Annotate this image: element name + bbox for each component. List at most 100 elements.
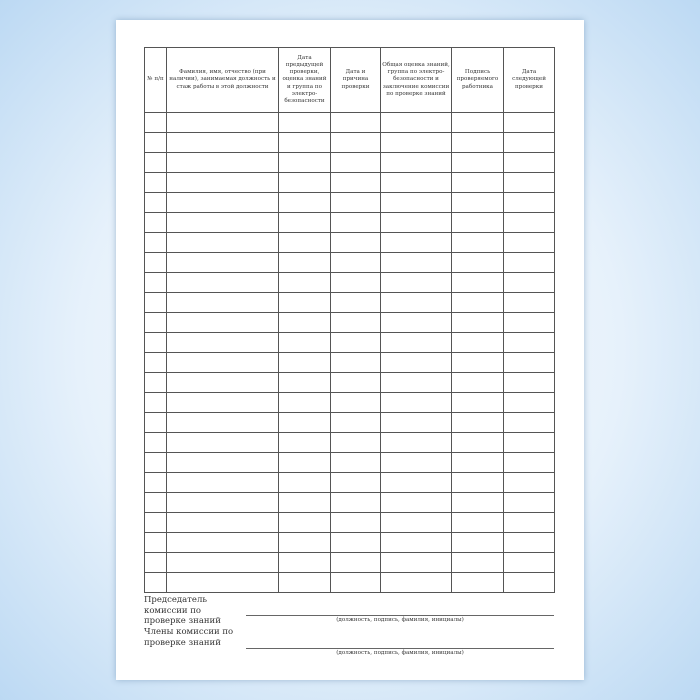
table-cell xyxy=(166,432,279,453)
table-cell xyxy=(380,152,452,173)
table-cell xyxy=(278,192,331,213)
table-cell xyxy=(144,252,167,273)
table-cell xyxy=(380,552,452,573)
table-cell xyxy=(451,452,504,473)
table-cell xyxy=(451,412,504,433)
table-cell xyxy=(380,172,452,193)
table-cell xyxy=(451,152,504,173)
table-cell xyxy=(380,492,452,513)
members-signature-line xyxy=(246,648,554,649)
chairman-signature-line xyxy=(246,615,554,616)
table-cell xyxy=(503,352,555,373)
table-cell xyxy=(278,352,331,373)
table-cell xyxy=(380,452,452,473)
table-cell xyxy=(330,372,381,393)
table-cell xyxy=(330,432,381,453)
table-cell xyxy=(166,472,279,493)
table-cell xyxy=(278,152,331,173)
table-row xyxy=(144,192,555,213)
table-cell xyxy=(144,372,167,393)
table-cell xyxy=(380,472,452,493)
table-cell xyxy=(278,452,331,473)
table-cell xyxy=(166,192,279,213)
table-cell xyxy=(166,172,279,193)
table-cell xyxy=(278,332,331,353)
table-cell xyxy=(278,392,331,413)
table-cell xyxy=(503,152,555,173)
table-cell xyxy=(451,572,504,593)
table-cell xyxy=(451,252,504,273)
table-row xyxy=(144,312,555,333)
table-cell xyxy=(278,472,331,493)
table-cell xyxy=(330,312,381,333)
table-cell xyxy=(380,412,452,433)
table-cell xyxy=(451,472,504,493)
table-cell xyxy=(380,392,452,413)
col-name: Фамилия, имя, отчество (при наличии), за… xyxy=(166,47,279,113)
table-row xyxy=(144,112,555,133)
table-row xyxy=(144,352,555,373)
table-cell xyxy=(330,492,381,513)
table-cell xyxy=(144,112,167,133)
table-cell xyxy=(144,192,167,213)
table-cell xyxy=(330,332,381,353)
table-cell xyxy=(144,392,167,413)
table-cell xyxy=(380,372,452,393)
table-cell xyxy=(278,432,331,453)
table-cell xyxy=(144,552,167,573)
table-cell xyxy=(278,232,331,253)
table-cell xyxy=(166,272,279,293)
table-cell xyxy=(144,532,167,553)
table-cell xyxy=(330,392,381,413)
table-cell xyxy=(380,132,452,153)
table-cell xyxy=(144,232,167,253)
table-row xyxy=(144,292,555,313)
table-cell xyxy=(278,272,331,293)
table-row xyxy=(144,372,555,393)
table-cell xyxy=(166,392,279,413)
table-cell xyxy=(451,432,504,453)
table-cell xyxy=(144,212,167,233)
table-cell xyxy=(503,372,555,393)
table-cell xyxy=(330,232,381,253)
table-row xyxy=(144,232,555,253)
table-cell xyxy=(330,552,381,573)
col-signature: Подпись проверяемого работника xyxy=(451,47,504,113)
knowledge-check-table: № п/п Фамилия, имя, отчество (при наличи… xyxy=(144,47,555,593)
table-row xyxy=(144,152,555,173)
table-cell xyxy=(144,572,167,593)
table-cell xyxy=(451,272,504,293)
table-cell xyxy=(166,212,279,233)
table-cell xyxy=(278,212,331,233)
table-cell xyxy=(144,332,167,353)
table-cell xyxy=(166,132,279,153)
table-cell xyxy=(166,252,279,273)
table-cell xyxy=(503,552,555,573)
table-cell xyxy=(166,312,279,333)
table-row xyxy=(144,212,555,233)
col-number: № п/п xyxy=(144,47,167,113)
table-cell xyxy=(144,272,167,293)
header-row: № п/п Фамилия, имя, отчество (при наличи… xyxy=(144,47,555,113)
table-cell xyxy=(166,412,279,433)
table-cell xyxy=(503,332,555,353)
col-date-reason: Дата и причина проверки xyxy=(330,47,381,113)
table-cell xyxy=(144,292,167,313)
table-cell xyxy=(451,372,504,393)
table-cell xyxy=(330,152,381,173)
table-cell xyxy=(144,512,167,533)
table-cell xyxy=(503,492,555,513)
table-row xyxy=(144,252,555,273)
table-cell xyxy=(144,452,167,473)
table-cell xyxy=(278,512,331,533)
chairman-caption: (должность, подпись, фамилия, инициалы) xyxy=(336,617,464,623)
table-cell xyxy=(380,352,452,373)
table-cell xyxy=(380,292,452,313)
table-row xyxy=(144,172,555,193)
table-cell xyxy=(166,492,279,513)
table-row xyxy=(144,532,555,553)
table-cell xyxy=(503,432,555,453)
table-cell xyxy=(278,412,331,433)
col-next-check: Дата следующей проверки xyxy=(503,47,555,113)
table-row xyxy=(144,472,555,493)
